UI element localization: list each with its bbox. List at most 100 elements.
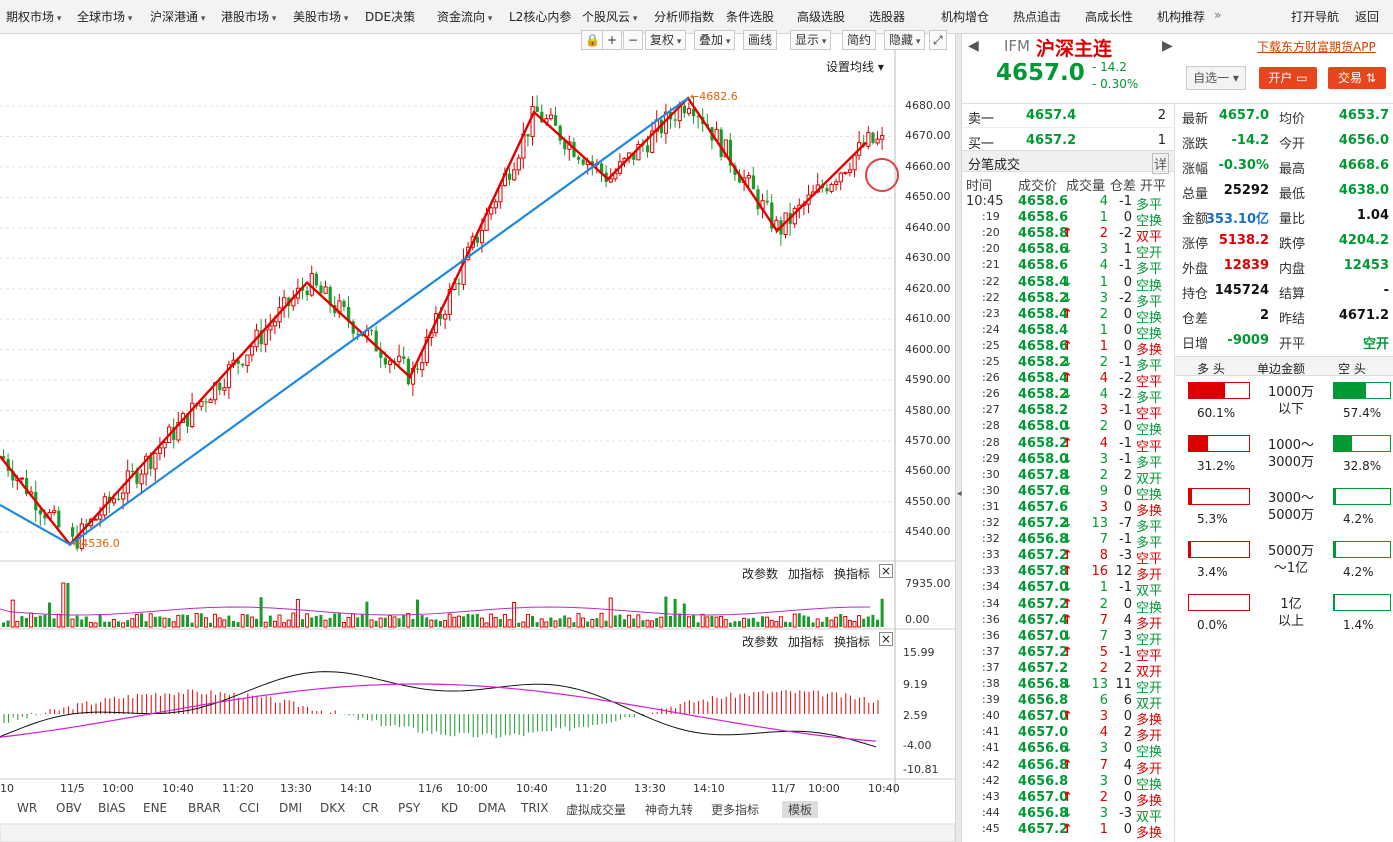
indicator-tab[interactable]: BRAR	[188, 801, 221, 815]
volume-bar	[263, 621, 268, 628]
indicator-tab[interactable]: DMA	[478, 801, 506, 815]
macd-close-icon[interactable]: ×	[879, 632, 893, 646]
stats-key: 量比	[1279, 212, 1306, 227]
hide-dropdown[interactable]: 隐藏	[884, 30, 926, 50]
topnav-item[interactable]: 美股市场	[293, 8, 348, 25]
indicator-tab[interactable]: PSY	[398, 801, 421, 815]
indicator-tab[interactable]: 虚拟成交量	[566, 803, 627, 817]
topnav-item[interactable]: 热点追击	[1013, 10, 1062, 24]
next-contract-icon[interactable]: ▶	[1162, 38, 1173, 54]
topnav-item[interactable]: 选股器	[869, 10, 906, 24]
ticks-detail-button[interactable]: 详	[1152, 153, 1170, 174]
indicator-tab[interactable]: OBV	[56, 801, 82, 815]
candle-body	[172, 426, 176, 440]
topnav-item[interactable]: 机构增仓	[941, 10, 990, 24]
volume-bar	[314, 615, 318, 627]
restore-dropdown[interactable]: 复权	[645, 30, 687, 50]
tick-time: :32	[982, 532, 1000, 546]
indicator-tab[interactable]: DKX	[320, 801, 346, 815]
simple-button[interactable]: 简约	[842, 30, 877, 50]
tick-oi-change: 0	[1123, 322, 1132, 338]
candle-body	[696, 116, 700, 118]
indicator-tab[interactable]: CR	[362, 801, 379, 815]
tick-type: 双平	[1136, 230, 1163, 246]
topnav-item[interactable]: 条件选股	[726, 10, 775, 24]
topnav-more-icon[interactable]: »	[1214, 8, 1222, 22]
kline-chart-area[interactable]	[0, 34, 955, 842]
vol-add-indicator[interactable]: 加指标	[788, 567, 825, 581]
tick-type: 双开	[1136, 664, 1163, 680]
panel-splitter[interactable]: ◂	[955, 34, 962, 842]
fullscreen-icon[interactable]: ⤢	[929, 30, 947, 50]
volume-bar	[797, 613, 801, 627]
macd-add-indicator[interactable]: 加指标	[788, 635, 825, 649]
topnav-item[interactable]: L2核心内参	[509, 10, 572, 24]
indicator-tab[interactable]: 更多指标	[711, 803, 760, 817]
tick-type: 空开	[1136, 632, 1163, 648]
topnav-item[interactable]: 资金流向	[437, 8, 492, 25]
topnav-item[interactable]: 高级选股	[797, 10, 846, 24]
topnav-item[interactable]: 沪深港通	[150, 8, 205, 25]
tick-price: 4658.6	[1018, 338, 1069, 354]
volume-bar	[733, 621, 737, 627]
stats-row: 总量 25292 最低 4638.0	[1175, 179, 1393, 204]
tick-time: :20	[982, 242, 1000, 256]
topnav-item[interactable]: 港股市场	[221, 8, 276, 25]
indicator-tab[interactable]: TRIX	[521, 801, 549, 815]
candle-body	[162, 441, 167, 449]
candle-body	[563, 140, 567, 150]
time-axis-label: 10:40	[868, 782, 900, 795]
download-app-link[interactable]: 下载东方财富期货APP	[1257, 40, 1376, 54]
macd-modify-params[interactable]: 改参数	[742, 635, 779, 649]
tick-arrow: ↑	[1062, 709, 1073, 725]
set-ma-button[interactable]: 设置均线 ▾	[826, 60, 884, 74]
vol-modify-params[interactable]: 改参数	[742, 567, 779, 581]
overlay-dropdown[interactable]: 叠加	[694, 30, 736, 50]
lock-icon[interactable]: 🔒	[581, 30, 604, 50]
volume-bar	[553, 620, 558, 628]
topnav-item[interactable]: 个股风云	[582, 8, 637, 25]
prev-contract-icon[interactable]: ◀	[968, 38, 979, 54]
tick-time: 10:45	[966, 194, 1004, 209]
topnav-item[interactable]: 分析师指数	[654, 10, 715, 24]
indicator-tab[interactable]: 神奇九转	[645, 803, 694, 817]
tick-arrow: ↑	[1062, 226, 1073, 242]
macd-swap-indicator[interactable]: 换指标	[834, 635, 871, 649]
open-account-button[interactable]: 开户 ▭	[1259, 67, 1317, 89]
back-button[interactable]: 返回	[1355, 10, 1380, 24]
tick-time: :26	[982, 387, 1000, 401]
indicator-tab[interactable]: BIAS	[98, 801, 126, 815]
open-nav-button[interactable]: 打开导航	[1291, 10, 1340, 24]
kline-chart-svg[interactable]	[0, 34, 955, 842]
zoom-in-button[interactable]: +	[602, 30, 623, 50]
vol-swap-indicator[interactable]: 换指标	[834, 567, 871, 581]
indicator-tab[interactable]: DMI	[279, 801, 303, 815]
indicator-tab[interactable]: ENE	[143, 801, 168, 815]
volume-bar	[590, 619, 595, 628]
indicator-tab[interactable]: CCI	[239, 801, 260, 815]
vol-close-icon[interactable]: ×	[879, 564, 893, 578]
indicator-tab[interactable]: 模板	[782, 801, 819, 818]
stats-key: 今开	[1279, 137, 1306, 152]
topnav-item[interactable]: 期权市场	[6, 8, 61, 25]
indicator-tab[interactable]: KD	[441, 801, 459, 815]
display-dropdown[interactable]: 显示	[790, 30, 832, 50]
tick-arrow: ↑	[1062, 548, 1073, 564]
topnav-item[interactable]: DDE决策	[365, 10, 416, 24]
drawline-button[interactable]: 画线	[743, 30, 778, 50]
trade-button[interactable]: 交易 ⇅	[1328, 67, 1386, 89]
zoom-out-button[interactable]: −	[623, 30, 644, 50]
macd-axis-label: 15.99	[903, 646, 935, 659]
candle-body	[149, 456, 153, 469]
tick-oi-change: 0	[1123, 483, 1132, 499]
topnav-item[interactable]: 机构推荐	[1157, 10, 1206, 24]
tick-row: :32 4656.8 ↓ 7 -1 多平	[962, 532, 1172, 551]
tick-time: :21	[982, 258, 1000, 272]
indicator-tab[interactable]: WR	[17, 801, 38, 815]
topnav-item[interactable]: 高成长性	[1085, 10, 1134, 24]
topnav-item[interactable]: 全球市场	[77, 8, 132, 25]
short-ratio-bar	[1333, 488, 1391, 505]
candle-body	[443, 313, 448, 320]
tick-price: 4658.6	[1018, 194, 1069, 209]
watchlist-dropdown[interactable]: 自选一 ▾	[1186, 66, 1246, 90]
